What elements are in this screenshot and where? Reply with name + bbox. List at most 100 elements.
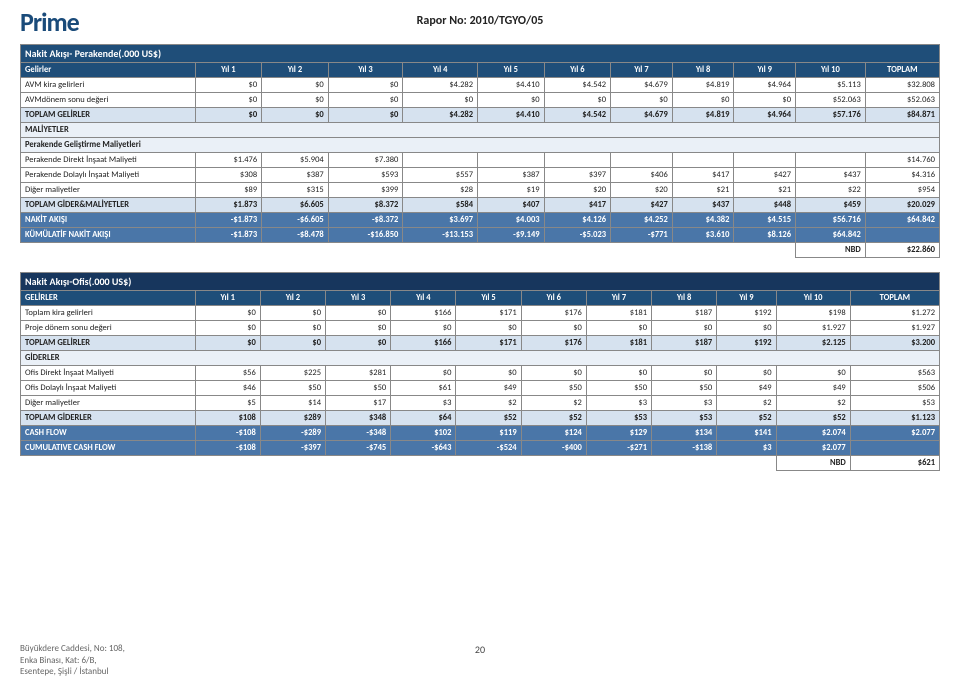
table-cell: -$108 — [195, 441, 260, 456]
table-cell: $52 — [521, 411, 586, 426]
table-cell: TOPLAM GİDER&MALİYETLER — [21, 198, 196, 213]
table-row: Diğer maliyetler$89$315$399$28$19$20$20$… — [21, 183, 940, 198]
t2-nbd-val: $621 — [850, 456, 939, 471]
table-cell: $593 — [328, 168, 403, 183]
table-cell: $119 — [456, 426, 521, 441]
table-cell: $0 — [262, 78, 329, 93]
table-cell: $584 — [403, 198, 478, 213]
table-cell — [796, 153, 866, 168]
table-cell: $0 — [717, 321, 776, 336]
table-cell: $4.542 — [544, 108, 611, 123]
t1-kumulatif: KÜMÜLATİF NAKİT AKIŞI-$1.873-$8.478-$16.… — [21, 228, 940, 243]
table-cell: $14.760 — [865, 153, 939, 168]
table-cell: $0 — [326, 336, 391, 351]
table-cell: $52.063 — [865, 93, 939, 108]
t2-h3: Yıl 3 — [326, 291, 391, 306]
table-cell: -$348 — [326, 426, 391, 441]
t2-h1: Yıl 1 — [195, 291, 260, 306]
table-cell: $4.819 — [672, 78, 734, 93]
table-cell: $0 — [652, 321, 717, 336]
table-cell: $4.316 — [865, 168, 939, 183]
table-cell: $397 — [544, 168, 611, 183]
table-row: Ofis Direkt İnşaat Maliyeti$56$225$281$0… — [21, 366, 940, 381]
t1-nbd-label: NBD — [796, 243, 866, 258]
table-cell: $32.808 — [865, 78, 939, 93]
table-cell: $176 — [521, 336, 586, 351]
footer-address: Büyükdere Caddesi, No: 108, Enka Binası,… — [20, 643, 125, 678]
table-cell: $3.200 — [850, 336, 939, 351]
table-cell: $50 — [326, 381, 391, 396]
table-cell: -$13.153 — [403, 228, 478, 243]
table-cell: $0 — [652, 366, 717, 381]
table-cell: $437 — [672, 198, 734, 213]
table-cell: $3 — [717, 441, 776, 456]
table-cell: $28 — [403, 183, 478, 198]
table-cell: $14 — [260, 396, 325, 411]
table-cell: $417 — [672, 168, 734, 183]
table-cell: $1.123 — [850, 411, 939, 426]
table-cell: $0 — [586, 321, 651, 336]
t2-h0: GELİRLER — [21, 291, 196, 306]
table-cell: $56 — [195, 366, 260, 381]
table-cell: $4.282 — [403, 78, 478, 93]
t1-h11: TOPLAM — [865, 63, 939, 78]
t1-maliyet-sub: Perakende Geliştirme Maliyetleri — [21, 138, 940, 153]
t2-h4: Yıl 4 — [391, 291, 456, 306]
t2-h6: Yıl 6 — [521, 291, 586, 306]
table-cell: $20 — [611, 183, 673, 198]
footer-l2: Enka Binası, Kat: 6/B, — [20, 655, 125, 667]
table-cell: $3 — [391, 396, 456, 411]
table-cell: $4.282 — [403, 108, 478, 123]
table-cell: $108 — [195, 411, 260, 426]
t1-h1: Yıl 1 — [195, 63, 262, 78]
table-cell: $52.063 — [796, 93, 866, 108]
table-row: Toplam kira gelirleri$0$0$0$166$171$176$… — [21, 306, 940, 321]
table-cell: $52 — [717, 411, 776, 426]
table-cell: -$745 — [326, 441, 391, 456]
table-cell: $0 — [195, 93, 262, 108]
t2-h9: Yıl 9 — [717, 291, 776, 306]
table-cell: $56.716 — [796, 213, 866, 228]
table-cell: $49 — [717, 381, 776, 396]
footer-l1: Büyükdere Caddesi, No: 108, — [20, 643, 125, 655]
table-cell: $0 — [328, 93, 403, 108]
table-cell: $20 — [544, 183, 611, 198]
table-cell: $3 — [652, 396, 717, 411]
t1-h9: Yıl 9 — [734, 63, 796, 78]
table-cell: $4.542 — [544, 78, 611, 93]
table-cell: $563 — [850, 366, 939, 381]
table-cell: $0 — [260, 336, 325, 351]
table-cell: $0 — [403, 93, 478, 108]
table-cell: $2.125 — [776, 336, 850, 351]
table-cell: $8.372 — [328, 198, 403, 213]
table-cell: $407 — [478, 198, 545, 213]
table-cell: $8.126 — [734, 228, 796, 243]
table-cell: $187 — [652, 306, 717, 321]
table-cell — [865, 228, 939, 243]
table-cell: $0 — [521, 366, 586, 381]
t1-h3: Yıl 3 — [328, 63, 403, 78]
table-cell: $289 — [260, 411, 325, 426]
table-cell: -$524 — [456, 441, 521, 456]
table-cell: $4.515 — [734, 213, 796, 228]
table-cell: CUMULATIVE CASH FLOW — [21, 441, 196, 456]
table-cell: $348 — [326, 411, 391, 426]
table-cell: $0 — [195, 306, 260, 321]
table-cell: $53 — [652, 411, 717, 426]
table-cell: $4.382 — [672, 213, 734, 228]
table-cell: $5.904 — [262, 153, 329, 168]
table-cell: $2 — [456, 396, 521, 411]
table-cell: $3.610 — [672, 228, 734, 243]
t2-title: Nakit Akışı-Ofis(.000 US$) — [21, 273, 940, 291]
table-cell: -$397 — [260, 441, 325, 456]
table-cell: $0 — [260, 321, 325, 336]
table-cell: $4.252 — [611, 213, 673, 228]
table-cell: $0 — [391, 321, 456, 336]
t1-header: Gelirler Yıl 1 Yıl 2 Yıl 3 Yıl 4 Yıl 5 Y… — [21, 63, 940, 78]
table-cell: $315 — [262, 183, 329, 198]
table-cell: $0 — [328, 78, 403, 93]
table-row: Perakende Dolaylı İnşaat Maliyeti$308$38… — [21, 168, 940, 183]
table-cell: $61 — [391, 381, 456, 396]
table-cell: $0 — [326, 321, 391, 336]
table-cell: $4.410 — [478, 78, 545, 93]
